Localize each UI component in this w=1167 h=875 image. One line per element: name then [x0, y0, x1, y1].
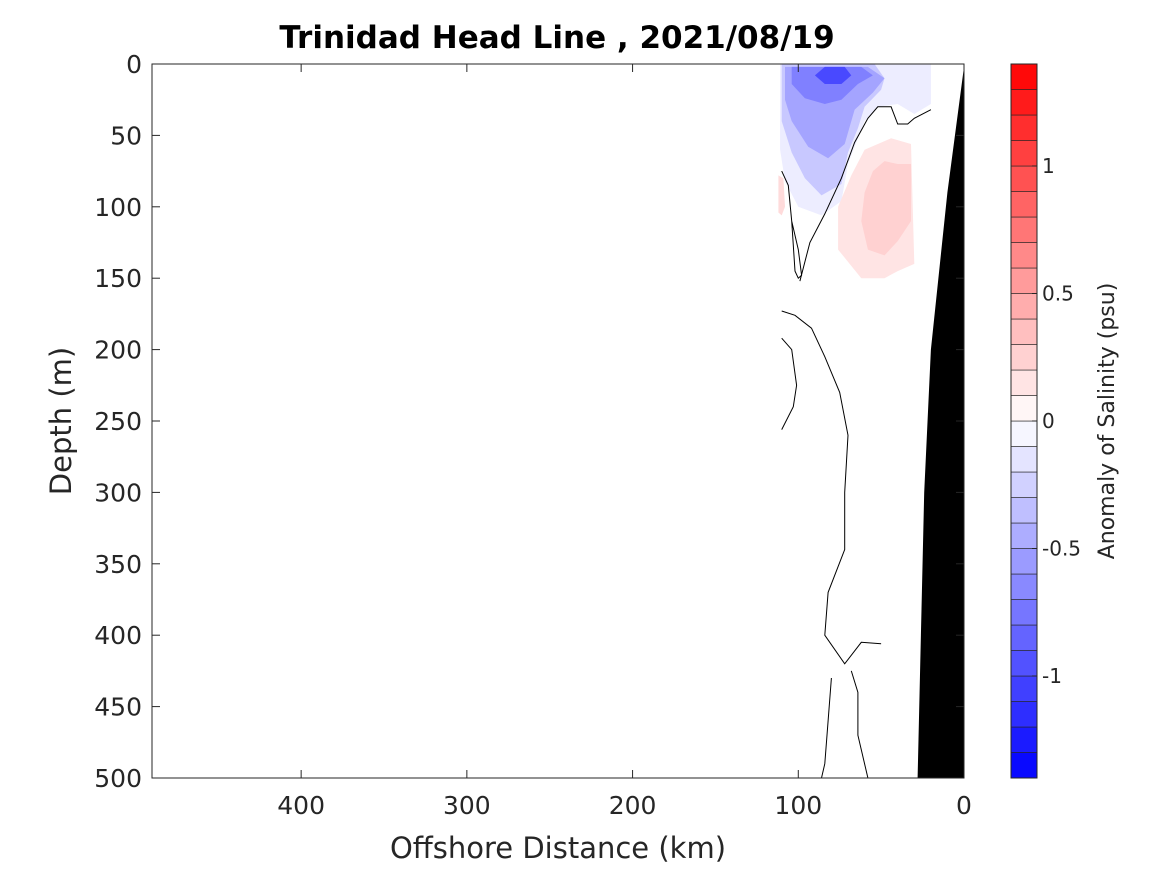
colorbar-band: [1010, 191, 1038, 218]
colorbar-band: [1010, 548, 1038, 575]
x-axis-ticks: 400 300 200 100 0: [277, 64, 972, 820]
colorbar-band: [1010, 344, 1038, 371]
colorbar-band: [1010, 369, 1038, 396]
chart-title: Trinidad Head Line , 2021/08/19: [279, 20, 834, 56]
colorbar-band: [1010, 293, 1038, 320]
colorbar: 1 0.5 0 -0.5 -1 Anomaly of Salinity (psu): [1010, 63, 1120, 779]
colorbar-tick-label: -1: [1042, 664, 1062, 688]
zero-contour-lines: [781, 106, 932, 778]
y-tick-label: 500: [94, 764, 142, 793]
colorbar-band: [1010, 599, 1038, 626]
colorbar-band: [1010, 140, 1038, 167]
y-tick-label: 400: [94, 621, 142, 650]
colorbar-band: [1010, 267, 1038, 294]
y-tick-label: 0: [126, 50, 142, 79]
colorbar-band: [1010, 752, 1038, 779]
colorbar-band: [1010, 726, 1038, 753]
colorbar-band: [1010, 420, 1038, 447]
colorbar-band: [1010, 624, 1038, 651]
colorbar-band: [1010, 165, 1038, 192]
colorbar-band: [1010, 216, 1038, 243]
y-tick-label: 100: [94, 193, 142, 222]
y-tick-label: 50: [110, 121, 142, 150]
colorbar-band: [1010, 675, 1038, 702]
y-axis-label: Depth (m): [44, 347, 78, 495]
colorbar-band: [1010, 446, 1038, 473]
zero-contour-line: [821, 677, 832, 778]
colorbar-band: [1010, 650, 1038, 677]
colorbar-tick-label: 0.5: [1042, 282, 1074, 306]
y-tick-label: 350: [94, 550, 142, 579]
zero-contour-line: [850, 670, 869, 778]
colorbar-band: [1010, 242, 1038, 269]
y-tick-label: 300: [94, 478, 142, 507]
y-tick-label: 150: [94, 264, 142, 293]
colorbar-band: [1010, 471, 1038, 498]
y-tick-label: 450: [94, 693, 142, 722]
zero-contour-line: [781, 337, 798, 430]
x-tick-label: 300: [443, 791, 491, 820]
colorbar-band: [1010, 497, 1038, 524]
colorbar-band: [1010, 318, 1038, 345]
colorbar-band: [1010, 701, 1038, 728]
colorbar-band: [1010, 573, 1038, 600]
colorbar-label: Anomaly of Salinity (psu): [1095, 283, 1120, 560]
filled-contours: [778, 64, 931, 279]
contour-fill-fresh-core: [814, 66, 852, 84]
colorbar-ticks: 1 0.5 0 -0.5 -1: [1032, 154, 1081, 688]
x-tick-label: 200: [609, 791, 657, 820]
colorbar-tick-label: 0: [1042, 409, 1055, 433]
x-tick-label: 100: [774, 791, 822, 820]
x-axis-label: Offshore Distance (km): [390, 831, 726, 865]
zero-contour-line: [781, 310, 882, 665]
x-tick-label: 0: [956, 791, 972, 820]
contour-fill-fresh-mid: [791, 66, 873, 104]
x-tick-label: 400: [277, 791, 325, 820]
zero-contour-line: [781, 170, 803, 280]
colorbar-band: [1010, 522, 1038, 549]
colorbar-band: [1010, 395, 1038, 422]
colorbar-band: [1010, 114, 1038, 141]
y-tick-label: 250: [94, 407, 142, 436]
colorbar-band: [1010, 89, 1038, 116]
seafloor-bathymetry: [917, 66, 964, 778]
zero-contour-line: [799, 106, 932, 282]
y-axis-ticks: 0 50 100 150 200 250 300 350 400 450 500: [94, 50, 964, 793]
contour-fill-salty-pocket: [778, 175, 785, 216]
seafloor-mask: [917, 66, 964, 778]
colorbar-tick-label: 1: [1042, 154, 1055, 178]
contour-fill-salty-inner: [861, 161, 911, 256]
colorbar-tick-label: -0.5: [1042, 537, 1081, 561]
colorbar-band: [1010, 63, 1038, 90]
y-tick-label: 200: [94, 336, 142, 365]
